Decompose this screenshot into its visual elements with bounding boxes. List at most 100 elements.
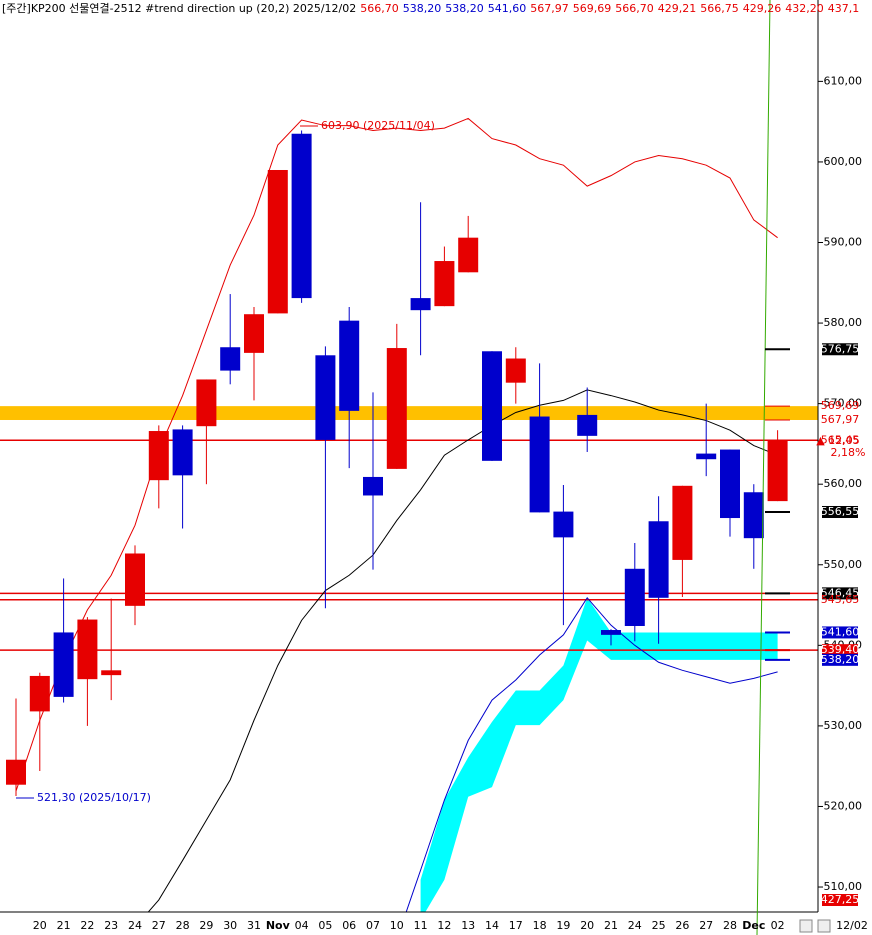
y-tick-label: 590,00 <box>824 236 863 249</box>
candle-body <box>363 476 383 496</box>
change-pct: 2,18% <box>831 446 866 459</box>
candle-body <box>601 630 621 635</box>
bottom-label-box <box>822 894 858 906</box>
candle-body <box>743 492 764 539</box>
header-value: 538,20 <box>445 2 484 15</box>
header-value: 569,69 <box>573 2 612 15</box>
candle-body <box>672 485 693 560</box>
candle-body <box>696 453 717 460</box>
candle-body <box>6 759 26 785</box>
tool-icon[interactable] <box>817 919 831 933</box>
x-tick-label: 28 <box>176 919 190 932</box>
y-tick-label: 600,00 <box>824 155 863 168</box>
price-label: 567,97 <box>821 413 860 426</box>
candle-body <box>196 379 217 427</box>
x-tick-label: 04 <box>295 919 309 932</box>
candle-body <box>53 632 74 697</box>
x-tick-label: Nov <box>266 919 291 932</box>
price-label-box <box>822 644 858 657</box>
candle-body <box>125 553 145 606</box>
price-label: 546,45 <box>821 586 860 599</box>
candle-body <box>315 355 336 440</box>
header-value: 437,1 <box>828 2 860 15</box>
price-label: 538,20 <box>821 653 860 666</box>
price-label-box <box>822 587 858 600</box>
x-tick-label: 18 <box>533 919 547 932</box>
candle-body <box>529 416 550 513</box>
header-value: 432,20 <box>785 2 824 15</box>
x-tick-label: 14 <box>485 919 499 932</box>
y-tick-label: 520,00 <box>824 799 863 812</box>
candle-body <box>505 358 526 383</box>
header-value: 566,70 <box>360 2 399 15</box>
candle-body <box>339 320 360 411</box>
price-label: 545,65 <box>821 593 860 606</box>
candle-body <box>77 619 98 680</box>
x-tick-label: 23 <box>104 919 118 932</box>
x-tick-label: 20 <box>580 919 594 932</box>
tool-icon[interactable] <box>799 919 813 933</box>
price-label: 576,75 <box>821 342 860 355</box>
candle-body <box>101 670 122 676</box>
band <box>420 597 778 912</box>
candle-body <box>386 348 407 469</box>
x-tick-label: Dec <box>742 919 765 932</box>
y-tick-label: 510,00 <box>824 880 863 893</box>
price-label: 556,55 <box>821 505 860 518</box>
price-label-box <box>822 653 858 666</box>
candle-body <box>172 429 193 476</box>
candle-body <box>148 431 169 481</box>
x-tick-label: 27 <box>152 919 166 932</box>
x-tick-label: 22 <box>80 919 94 932</box>
y-tick-label: 580,00 <box>824 316 863 329</box>
change: ▲ 12,05 <box>816 434 859 447</box>
x-tick-label: 06 <box>342 919 356 932</box>
header-title: [주간]KP200 선물연결-2512 #trend direction up … <box>2 2 356 15</box>
x-tick-label: 27 <box>699 919 713 932</box>
x-tick-label: 30 <box>223 919 237 932</box>
y-tick-label: 550,00 <box>824 558 863 571</box>
candle-body <box>434 261 455 307</box>
candle-body <box>410 298 431 311</box>
date-label: 12/02 <box>836 919 868 932</box>
low-note: 521,30 (2025/10/17) <box>37 791 151 804</box>
x-tick-label: 21 <box>604 919 618 932</box>
x-tick-label: 10 <box>390 919 404 932</box>
indicator-line <box>15 117 778 792</box>
candle-body <box>220 347 241 371</box>
header-value: 566,75 <box>700 2 739 15</box>
high-note: 603,90 (2025/11/04) <box>321 119 435 132</box>
x-tick-label: 26 <box>675 919 689 932</box>
plot-area <box>0 117 818 912</box>
x-tick-label: 02 <box>771 919 785 932</box>
indicator-line <box>405 596 778 912</box>
x-tick-label: 17 <box>509 919 523 932</box>
candle-body <box>29 675 50 712</box>
x-tick-label: 05 <box>318 919 332 932</box>
header-value: 429,21 <box>658 2 697 15</box>
price-label-box <box>822 505 858 518</box>
y-tick-label: 610,00 <box>824 74 863 87</box>
candle-body <box>720 449 740 519</box>
x-tick-label: 19 <box>556 919 570 932</box>
x-tick-label: 20 <box>33 919 47 932</box>
candle-body <box>458 237 479 273</box>
y-tick-label: 570,00 <box>824 397 863 410</box>
header-value: 566,70 <box>615 2 654 15</box>
header-value: 567,97 <box>530 2 569 15</box>
candle-body <box>553 511 574 538</box>
x-tick-label: 31 <box>247 919 261 932</box>
price-label: 565,45 <box>821 433 860 446</box>
candle-body <box>624 568 645 626</box>
candle-body <box>648 521 669 598</box>
price-label: 569,69 <box>821 399 860 412</box>
x-tick-label: 24 <box>128 919 142 932</box>
candle-body <box>767 440 788 502</box>
candle-body <box>482 351 502 461</box>
y-tick-label: 530,00 <box>824 719 863 732</box>
x-tick-label: 29 <box>199 919 213 932</box>
x-tick-label: 21 <box>57 919 71 932</box>
candle-body <box>577 414 598 436</box>
price-label: 539,40 <box>821 643 860 656</box>
